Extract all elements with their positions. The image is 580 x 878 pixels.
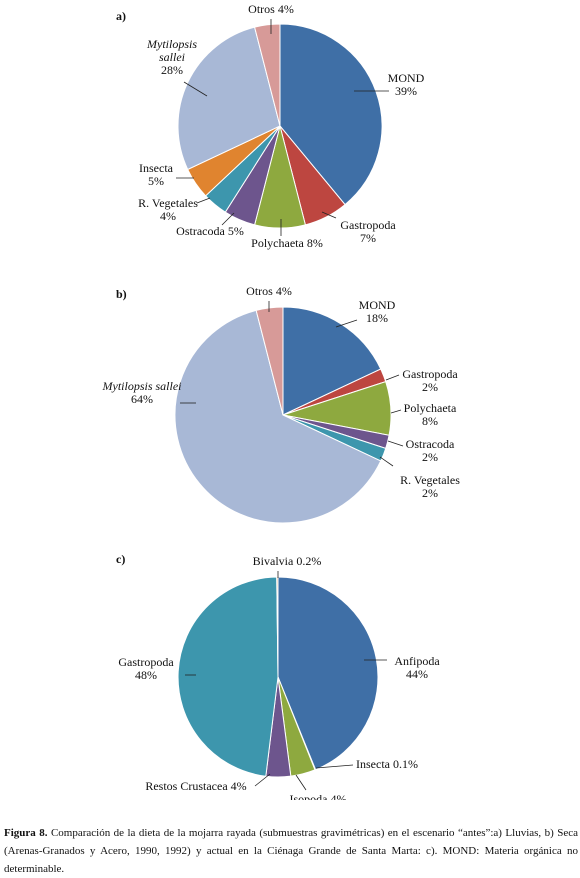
leader-line: [315, 764, 354, 769]
leader-line: [221, 212, 235, 226]
pie-chart-2: b) MOND 18% Gastropoda 2% Polychaeta 8% Ostraco…: [102, 284, 460, 524]
caption-label: Figura 8.: [4, 827, 48, 839]
slice-label-gastropoda: Gastropoda 7%: [340, 218, 396, 245]
leader-line: [295, 774, 307, 791]
slice-label-bivalvia: Bivalvia 0.2%: [253, 554, 322, 568]
pie-slice-otros: [255, 306, 284, 416]
slice-label-otros: Otros 4%: [248, 2, 294, 16]
leader-line: [321, 211, 337, 219]
slice-label-anfipoda: Anfipoda 44%: [394, 654, 440, 681]
slice-label-gastropoda: Gastropoda 2%: [402, 367, 458, 394]
figure-caption: Figura 8. Comparación de la dieta de la …: [4, 824, 578, 878]
slice-label-r-vegetales: R. Vegetales 4%: [138, 196, 198, 223]
pie-slice-mytilopsis-sallei: [177, 26, 281, 171]
slice-label-mytilopsis-sallei: Mytilopsis sallei 64%: [102, 379, 182, 406]
slice-label-ostracoda: Ostracoda 2%: [406, 437, 455, 464]
panel-label: b): [116, 287, 127, 301]
leader-line: [254, 773, 271, 787]
leader-line: [196, 197, 211, 204]
slice-label-restos-crustacea: Restos Crustacea 4%: [145, 779, 246, 793]
slice-label-otros: Otros 4%: [246, 284, 292, 298]
leader-line: [379, 456, 394, 467]
slice-label-ostracoda: Ostracoda 5%: [176, 224, 244, 238]
figure-pie-charts: a) MOND 39% Gastropoda 7% Polychaeta 8% Ostrac…: [102, 2, 461, 800]
pie-slice-mond: [279, 23, 383, 206]
slice-label-mond: MOND 18%: [359, 298, 396, 325]
caption-text: Comparación de la dieta de la mojarra ra…: [4, 827, 578, 875]
pie-chart-3: c) Anfipoda 44% Insecta 0.1% Isopoda 4% Resto…: [116, 552, 440, 800]
slice-label-r-vegetales: R. Vegetales 2%: [400, 473, 460, 500]
panel-label: a): [116, 9, 126, 23]
slice-label-insecta: Insecta 5%: [139, 161, 174, 188]
pie-slice-otros: [254, 23, 281, 127]
slice-label-insecta: Insecta 0.1%: [356, 757, 418, 771]
pie-slice-gastropoda: [177, 576, 279, 777]
pie-slice-mytilopsis-sallei: [174, 309, 382, 524]
slice-label-mytilopsis-sallei: Mytilopsis sallei 28%: [146, 37, 197, 77]
slice-label-polychaeta: Polychaeta 8%: [404, 401, 457, 428]
slice-label-mond: MOND 39%: [388, 71, 425, 98]
pie-chart-1: a) MOND 39% Gastropoda 7% Polychaeta 8% Ostrac…: [116, 2, 425, 250]
leader-line: [335, 319, 358, 328]
panel-label: c): [116, 552, 125, 566]
pie-slice-mond: [282, 306, 382, 416]
leader-line: [390, 409, 402, 414]
pie-slice-anfipoda: [277, 576, 379, 771]
leader-line: [385, 374, 400, 381]
leader-line: [387, 440, 404, 447]
leader-line: [183, 81, 208, 97]
slice-label-isopoda: Isopoda 4%: [290, 792, 347, 800]
slice-label-gastropoda: Gastropoda 48%: [118, 655, 174, 682]
slice-label-polychaeta: Polychaeta 8%: [251, 236, 323, 250]
